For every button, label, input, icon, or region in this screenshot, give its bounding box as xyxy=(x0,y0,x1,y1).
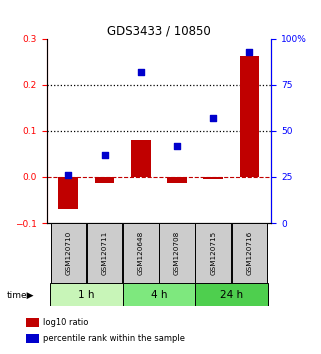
Point xyxy=(211,115,216,121)
Text: GSM120716: GSM120716 xyxy=(247,231,253,275)
Text: percentile rank within the sample: percentile rank within the sample xyxy=(43,334,185,343)
Bar xyxy=(87,223,122,283)
Point xyxy=(174,143,179,149)
Text: 1 h: 1 h xyxy=(78,290,95,300)
Text: GSM120708: GSM120708 xyxy=(174,231,180,275)
Bar xyxy=(50,283,123,306)
Bar xyxy=(50,223,86,283)
Text: GSM120710: GSM120710 xyxy=(65,231,71,275)
Bar xyxy=(239,56,259,177)
Text: time▶: time▶ xyxy=(6,291,34,300)
Bar xyxy=(159,223,195,283)
Bar xyxy=(123,283,195,306)
Text: GSM120711: GSM120711 xyxy=(101,231,108,275)
Bar xyxy=(232,223,267,283)
Text: GSM120715: GSM120715 xyxy=(210,231,216,275)
Bar xyxy=(203,177,223,179)
Text: log10 ratio: log10 ratio xyxy=(43,318,89,327)
Text: 4 h: 4 h xyxy=(151,290,167,300)
Bar xyxy=(195,223,231,283)
Point xyxy=(247,49,252,55)
Bar xyxy=(123,223,159,283)
Text: GSM120648: GSM120648 xyxy=(138,231,144,275)
Bar xyxy=(167,177,187,183)
Bar xyxy=(58,177,78,209)
Bar xyxy=(131,140,151,177)
Bar xyxy=(195,283,268,306)
Bar xyxy=(95,177,115,183)
Point xyxy=(138,69,143,75)
Title: GDS3433 / 10850: GDS3433 / 10850 xyxy=(107,25,211,38)
Point xyxy=(102,152,107,158)
Text: 24 h: 24 h xyxy=(220,290,243,300)
Point xyxy=(66,172,71,178)
